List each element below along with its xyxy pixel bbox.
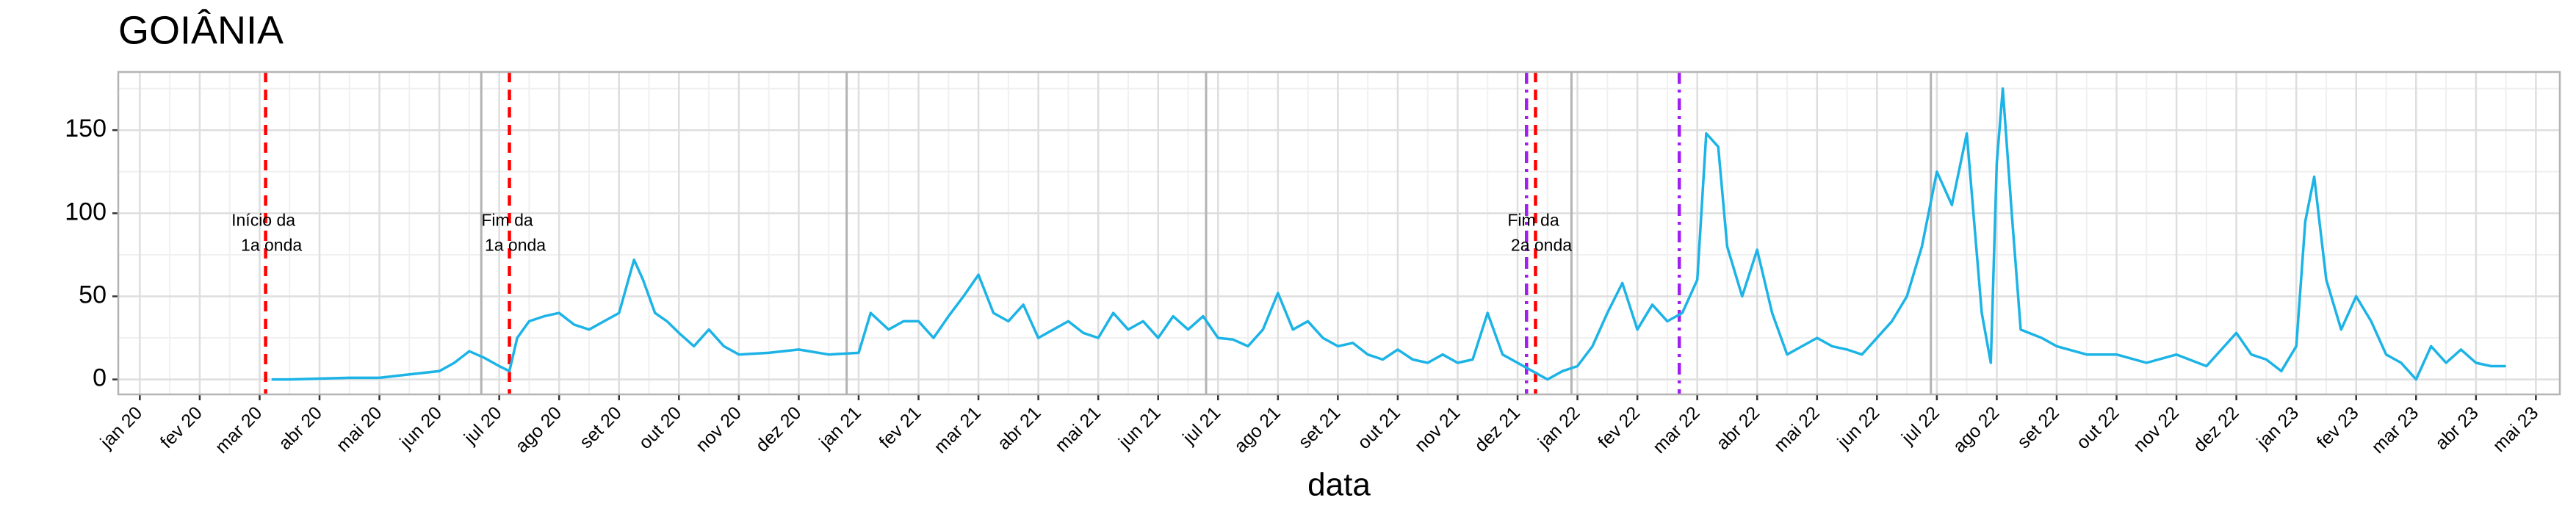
x-tick-label: out 20 — [635, 402, 685, 453]
annotation: Fim da — [1507, 211, 1559, 230]
annotation: 1a onda — [485, 236, 546, 255]
y-tick-label: 150 — [65, 115, 107, 142]
x-tick-label: set 21 — [1294, 402, 1344, 452]
x-tick-label: dez 20 — [751, 402, 805, 456]
x-tick-label: mai 23 — [2489, 402, 2542, 456]
x-tick-label: mar 20 — [212, 402, 267, 458]
x-tick-label: out 21 — [1354, 402, 1404, 453]
x-tick-label: jun 22 — [1833, 402, 1884, 453]
x-tick-label: mar 23 — [2367, 402, 2422, 458]
y-tick-label: 100 — [65, 198, 107, 225]
annotation: Início da — [231, 211, 295, 230]
plot-border — [117, 71, 2561, 396]
x-tick-label: jul 21 — [1178, 402, 1224, 449]
x-tick-label: ago 22 — [1949, 402, 2003, 457]
chart-title: GOIÂNIA — [118, 8, 284, 52]
x-tick-label: jan 20 — [96, 402, 147, 453]
annotation: 1a onda — [241, 236, 302, 255]
x-tick-label: fev 22 — [1594, 402, 1644, 452]
x-tick-label: abr 20 — [275, 402, 326, 454]
x-tick-label: jul 20 — [460, 402, 506, 449]
x-tick-label: abr 21 — [994, 402, 1045, 454]
x-tick-label: mai 20 — [333, 402, 386, 456]
x-tick-label: set 20 — [576, 402, 626, 452]
x-tick-label: ago 20 — [511, 402, 566, 457]
x-axis-title: data — [1307, 467, 1371, 503]
annotation: 2a onda — [1511, 236, 1572, 255]
x-tick-label: set 22 — [2013, 402, 2063, 452]
annotation: Fim da — [481, 211, 533, 230]
x-tick-label: nov 21 — [1411, 402, 1465, 456]
x-tick-label: mai 22 — [1770, 402, 1824, 456]
x-tick-label: jan 21 — [815, 402, 865, 453]
x-tick-label: fev 20 — [156, 402, 206, 452]
y-tick-label: 50 — [79, 281, 107, 308]
x-tick-label: abr 23 — [2431, 402, 2483, 454]
x-tick-label: dez 22 — [2190, 402, 2243, 456]
x-tick-label: ago 21 — [1230, 402, 1285, 457]
x-tick-label: jun 21 — [1114, 402, 1165, 453]
x-tick-label: mar 21 — [930, 402, 985, 458]
x-tick-label: dez 21 — [1471, 402, 1524, 456]
x-tick-label: jan 22 — [1534, 402, 1584, 453]
x-tick-label: jul 22 — [1897, 402, 1944, 449]
x-tick-label: abr 22 — [1712, 402, 1764, 454]
x-tick-label: mai 21 — [1051, 402, 1105, 456]
x-tick-label: nov 20 — [692, 402, 746, 456]
x-tick-label: jan 23 — [2252, 402, 2303, 453]
x-tick-label: out 22 — [2072, 402, 2123, 453]
y-tick-label: 0 — [93, 364, 107, 392]
x-tick-label: mar 22 — [1649, 402, 1704, 458]
x-tick-label: nov 22 — [2129, 402, 2183, 456]
x-tick-label: jun 20 — [395, 402, 446, 453]
data-line — [271, 87, 2506, 381]
x-tick-label: fev 23 — [2313, 402, 2363, 452]
x-tick-label: fev 21 — [875, 402, 925, 452]
